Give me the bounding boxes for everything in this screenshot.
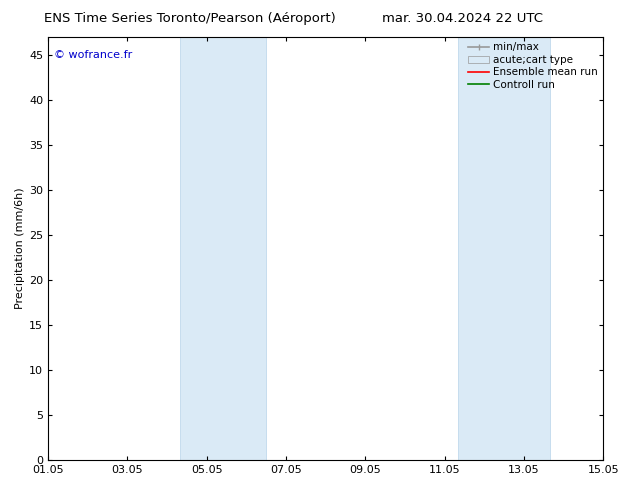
Legend: min/max, acute;cart type, Ensemble mean run, Controll run: min/max, acute;cart type, Ensemble mean …: [466, 40, 600, 92]
Bar: [180, 37, 266, 460]
Text: ENS Time Series Toronto/Pearson (Aéroport): ENS Time Series Toronto/Pearson (Aéropor…: [44, 12, 336, 25]
Text: © wofrance.fr: © wofrance.fr: [54, 50, 132, 60]
Bar: [458, 37, 550, 460]
Text: mar. 30.04.2024 22 UTC: mar. 30.04.2024 22 UTC: [382, 12, 543, 25]
Y-axis label: Precipitation (mm/6h): Precipitation (mm/6h): [15, 188, 25, 309]
